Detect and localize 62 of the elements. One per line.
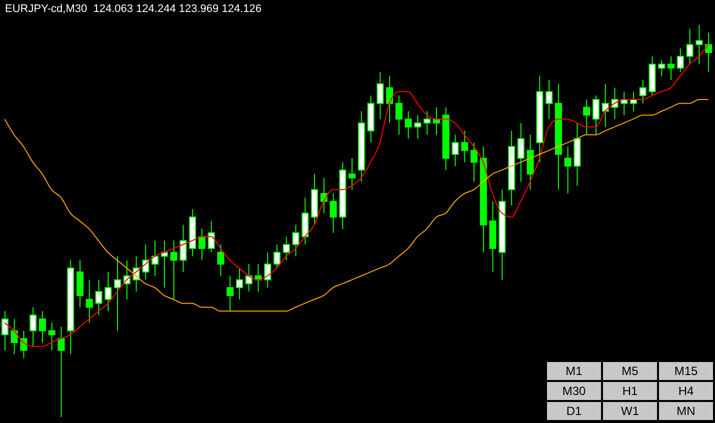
candlestick [414, 114, 422, 140]
candlestick [302, 196, 309, 246]
candlestick [564, 146, 572, 194]
candlestick [86, 279, 93, 324]
timeframe-button: M15 [659, 362, 713, 380]
candlestick [104, 271, 112, 312]
candlestick [292, 224, 300, 257]
candlestick [424, 110, 431, 136]
candlestick [282, 236, 290, 261]
candlestick [376, 72, 384, 120]
candlestick [639, 79, 646, 104]
candlestick [386, 75, 394, 124]
candlestick [58, 326, 65, 417]
candlestick [1, 310, 8, 351]
candlestick [180, 224, 187, 272]
candlestick [517, 122, 524, 182]
candlestick [583, 98, 590, 136]
candlestick [705, 32, 712, 73]
timeframe-button: M30 [547, 382, 601, 400]
candlestick [658, 60, 666, 76]
candlestick [461, 130, 468, 163]
candlestick [348, 158, 356, 190]
candlestick [10, 318, 18, 355]
candlestick [170, 240, 178, 300]
candlestick [38, 310, 46, 344]
candlestick [592, 95, 600, 136]
timeframe-button: H4 [659, 382, 713, 400]
candlestick [696, 25, 703, 65]
candlestick [686, 28, 694, 65]
timeframe-button: W1 [603, 402, 657, 420]
candlestick [226, 275, 234, 312]
candlestick [114, 256, 122, 332]
candlestick [668, 56, 675, 80]
candlestick [95, 279, 102, 316]
candlestick [611, 87, 618, 120]
chart-subtitle: 124.063 124.244 123.969 124.126 [93, 3, 262, 15]
candlestick [470, 142, 478, 182]
candlestick [452, 134, 459, 167]
timeframe-button: D1 [547, 402, 601, 420]
timeframe-button: M5 [603, 362, 657, 380]
timeframe-button: H1 [603, 382, 657, 400]
candlestick [76, 260, 84, 308]
candlestick [526, 134, 534, 190]
candlestick [236, 268, 243, 300]
candlestick [142, 244, 150, 280]
candlestick [208, 220, 215, 253]
candlestick [48, 322, 56, 351]
candlestick [274, 244, 281, 269]
chart-title: EURJPY-cd,M30 [5, 3, 88, 15]
candlestick [546, 79, 553, 120]
timeframe-button: M1 [547, 362, 601, 380]
candlestick [198, 228, 206, 261]
candlestick [264, 252, 272, 288]
candlestick [20, 330, 28, 359]
candlestick [160, 240, 168, 288]
timeframe-button: MN [659, 402, 713, 420]
candlestick [330, 193, 337, 234]
candlestick [676, 48, 684, 73]
candlestick [217, 244, 224, 276]
candlestick [395, 95, 402, 136]
candlestick [30, 306, 37, 347]
candlestick [404, 110, 412, 140]
